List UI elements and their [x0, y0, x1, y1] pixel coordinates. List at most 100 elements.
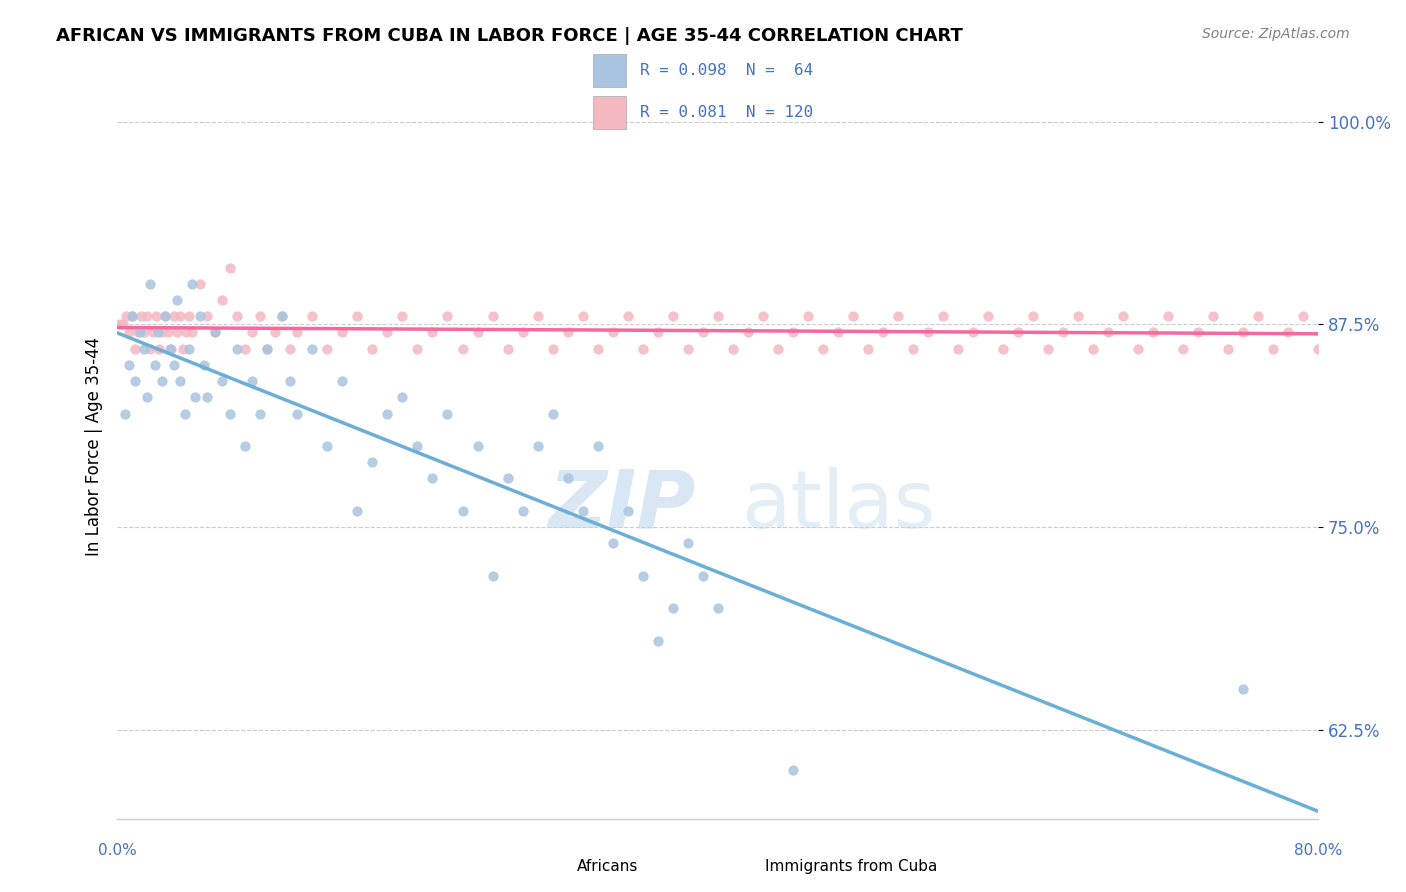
Point: [406, 439, 429, 453]
Point: [676, 536, 699, 550]
Point: [115, 310, 138, 324]
Point: [166, 293, 188, 307]
Point: [391, 310, 413, 324]
Point: [541, 342, 564, 356]
Point: [211, 374, 233, 388]
Point: [616, 504, 638, 518]
Point: [451, 342, 474, 356]
Point: [1277, 326, 1299, 340]
Point: [1022, 310, 1045, 324]
Point: [143, 358, 166, 372]
Point: [526, 310, 548, 324]
Point: [647, 633, 669, 648]
Point: [557, 326, 579, 340]
Point: [278, 374, 301, 388]
Point: [377, 326, 399, 340]
Point: [481, 568, 503, 582]
Point: [145, 310, 167, 324]
Point: [157, 326, 180, 340]
Point: [766, 342, 789, 356]
Point: [127, 326, 149, 340]
Point: [134, 326, 156, 340]
Point: [139, 342, 162, 356]
Point: [108, 318, 131, 332]
Point: [631, 342, 654, 356]
Point: [692, 568, 714, 582]
Point: [887, 310, 910, 324]
Point: [706, 310, 728, 324]
Point: [361, 455, 384, 469]
Point: [1202, 310, 1225, 324]
Point: [163, 358, 186, 372]
Point: [811, 342, 834, 356]
Point: [112, 318, 135, 332]
Point: [676, 342, 699, 356]
Point: [285, 326, 308, 340]
Point: [616, 310, 638, 324]
Point: [136, 310, 159, 324]
Point: [181, 277, 204, 291]
Point: [1157, 310, 1180, 324]
Point: [436, 310, 458, 324]
Point: [150, 326, 173, 340]
Point: [121, 310, 143, 324]
Point: [1218, 342, 1240, 356]
Point: [118, 358, 141, 372]
Point: [188, 277, 211, 291]
Point: [856, 342, 879, 356]
Point: [422, 326, 444, 340]
Point: [512, 504, 534, 518]
Point: [204, 326, 226, 340]
Point: [142, 326, 165, 340]
Point: [316, 439, 339, 453]
Point: [361, 342, 384, 356]
Point: [301, 310, 323, 324]
Point: [285, 407, 308, 421]
Point: [377, 407, 399, 421]
Point: [179, 342, 201, 356]
Text: R = 0.098  N =  64: R = 0.098 N = 64: [640, 62, 813, 78]
Point: [481, 310, 503, 324]
Point: [901, 342, 924, 356]
Point: [263, 326, 285, 340]
Point: [134, 342, 156, 356]
Point: [496, 342, 519, 356]
Point: [932, 310, 955, 324]
Point: [346, 310, 368, 324]
Point: [1398, 342, 1406, 356]
Text: ZIP: ZIP: [548, 467, 696, 545]
Point: [150, 374, 173, 388]
Text: Africans: Africans: [576, 859, 638, 873]
Point: [422, 471, 444, 485]
Point: [406, 342, 429, 356]
Point: [496, 471, 519, 485]
Point: [181, 326, 204, 340]
Point: [114, 407, 136, 421]
Point: [346, 504, 368, 518]
Point: [721, 342, 744, 356]
Point: [1322, 326, 1344, 340]
Point: [737, 326, 759, 340]
Point: [136, 390, 159, 404]
Bar: [593, 54, 627, 87]
Point: [139, 277, 162, 291]
Point: [211, 293, 233, 307]
Point: [917, 326, 939, 340]
Point: [647, 326, 669, 340]
Point: [163, 310, 186, 324]
Point: [173, 407, 195, 421]
Point: [1232, 326, 1254, 340]
Point: [1112, 310, 1135, 324]
Point: [842, 310, 865, 324]
Point: [1067, 310, 1090, 324]
Point: [195, 310, 218, 324]
Point: [706, 601, 728, 615]
Point: [1382, 310, 1405, 324]
Point: [541, 407, 564, 421]
Point: [256, 342, 278, 356]
Point: [226, 310, 249, 324]
Bar: [593, 96, 627, 129]
Point: [188, 310, 211, 324]
Point: [226, 342, 249, 356]
Point: [271, 310, 294, 324]
